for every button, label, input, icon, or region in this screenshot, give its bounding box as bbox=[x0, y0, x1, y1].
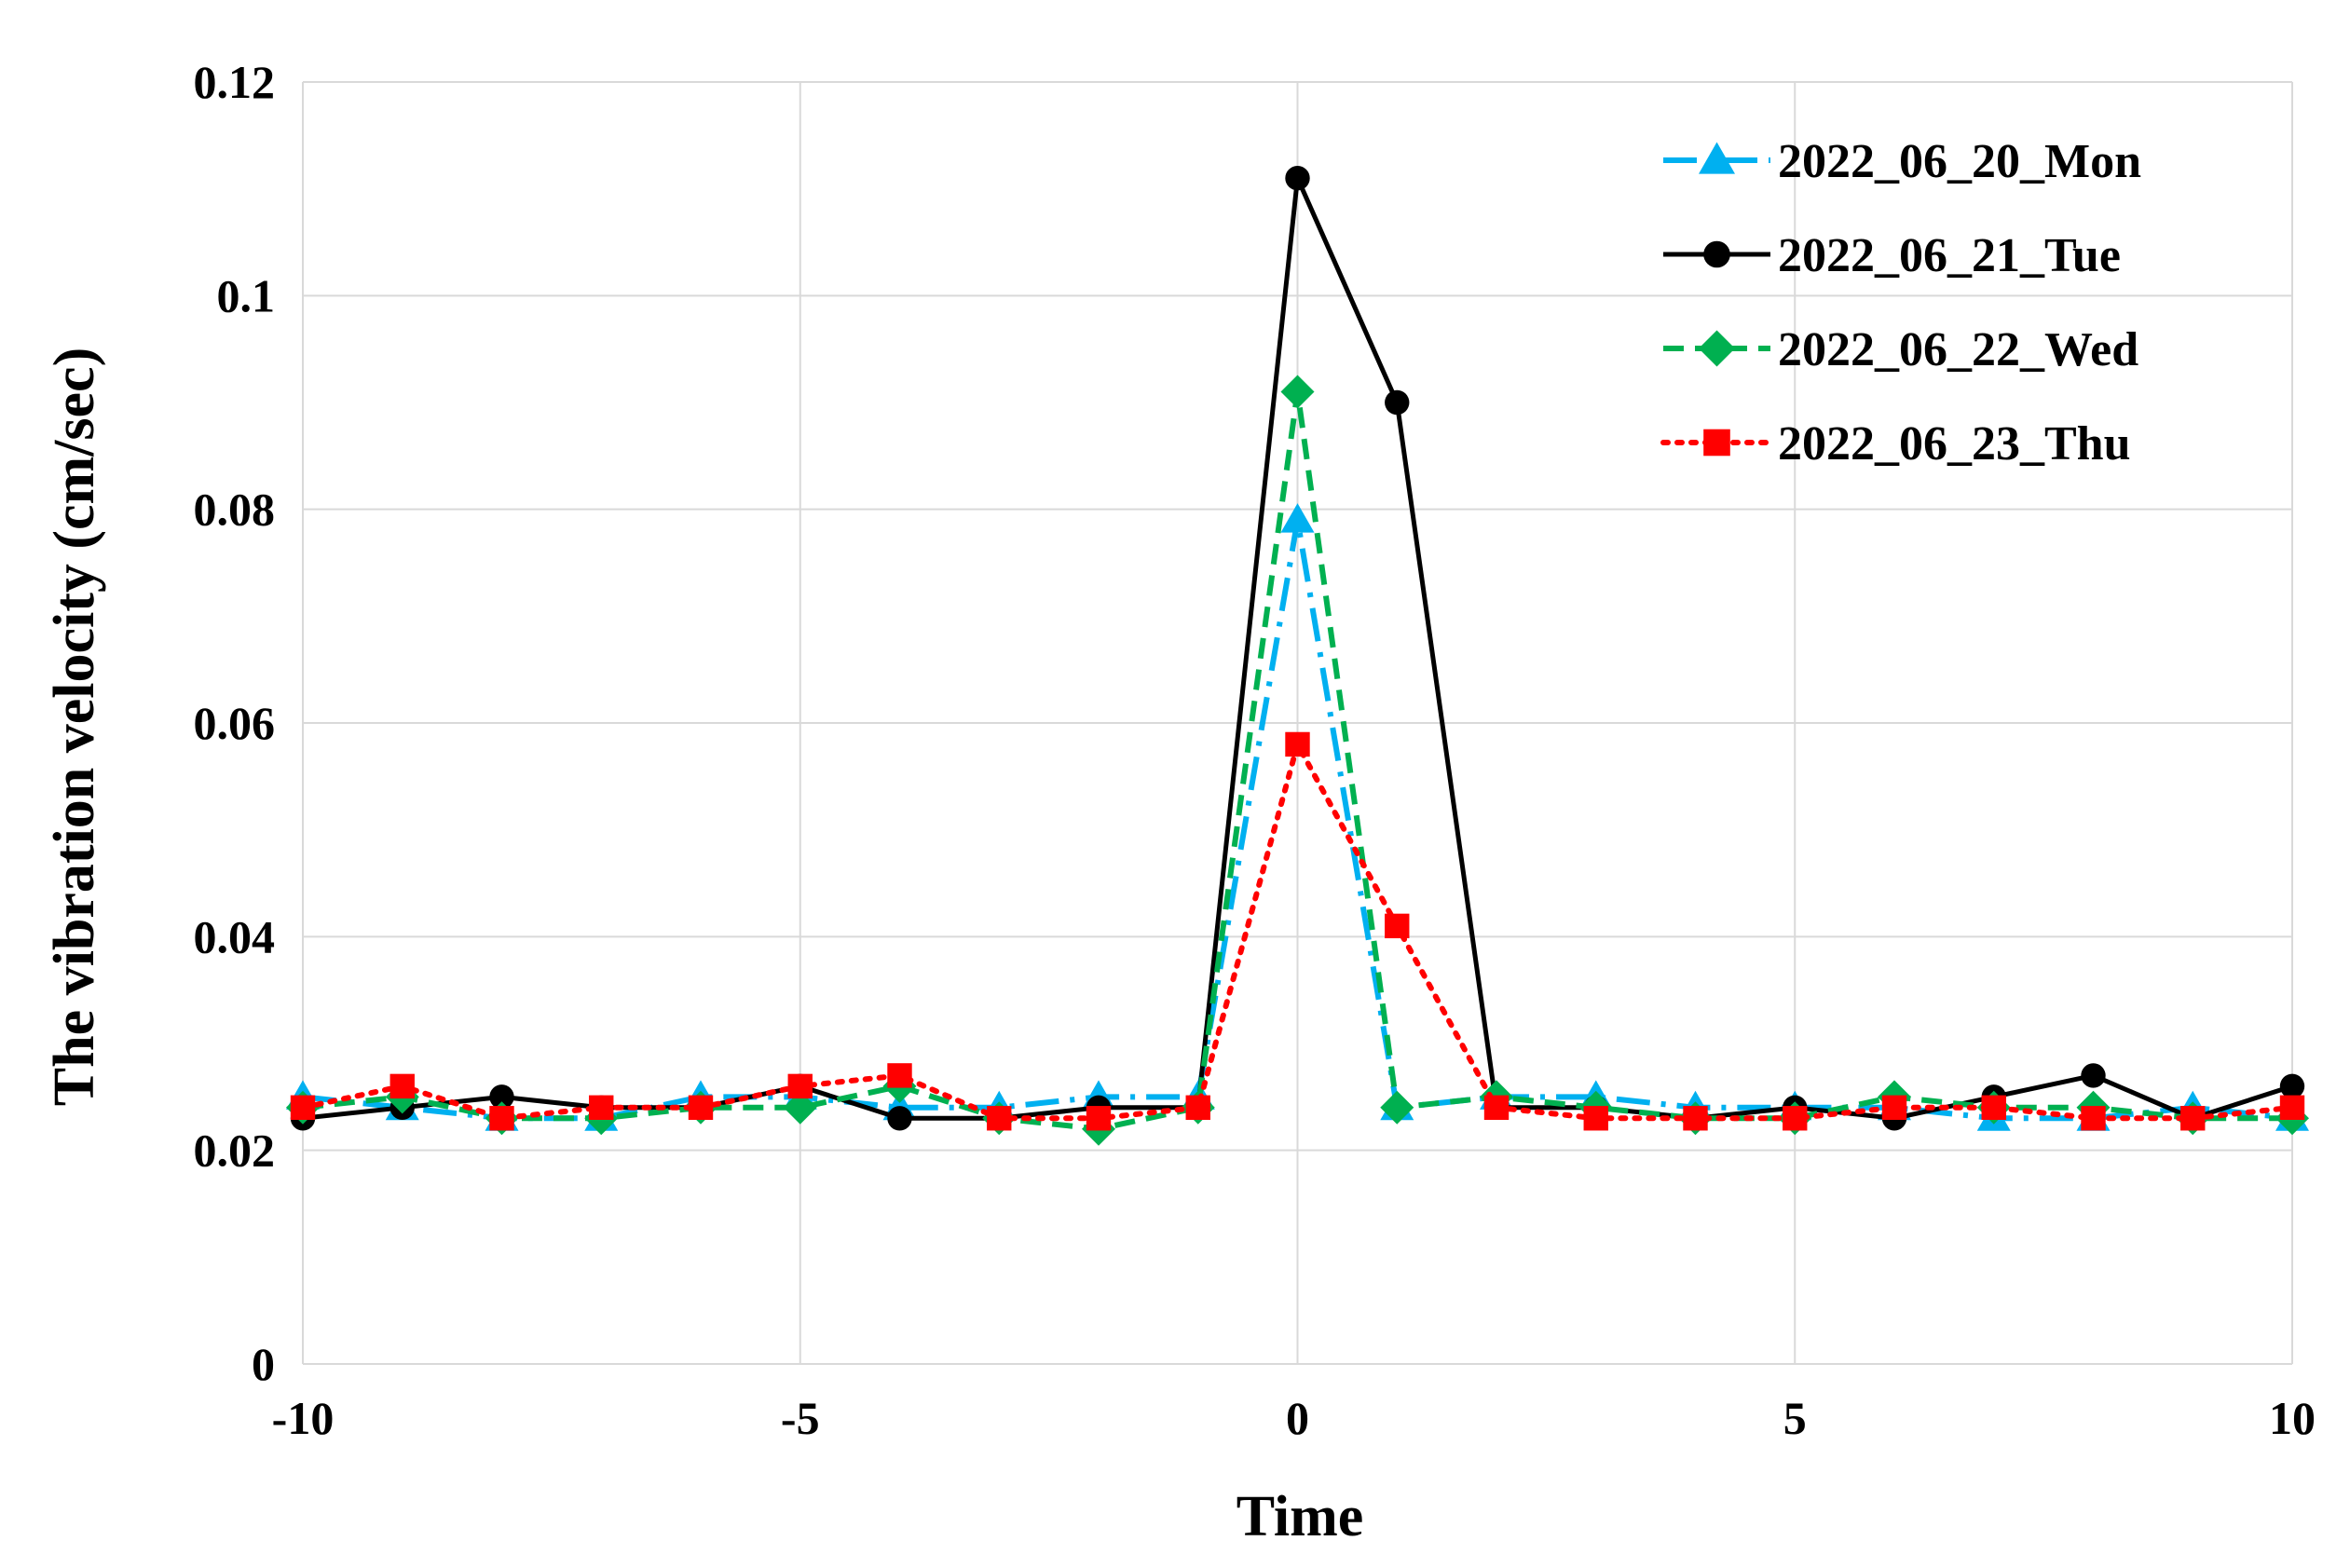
data-point bbox=[1280, 375, 1315, 409]
data-point bbox=[1583, 1106, 1608, 1131]
y-tick-label: 0.04 bbox=[194, 910, 276, 962]
x-axis-title: Time bbox=[1236, 1485, 1364, 1548]
legend-marker bbox=[1699, 142, 1735, 174]
x-tick-label: 0 bbox=[1286, 1392, 1309, 1444]
data-point bbox=[887, 1063, 912, 1088]
data-point bbox=[1280, 503, 1315, 533]
data-point bbox=[489, 1106, 514, 1131]
data-point bbox=[1380, 1090, 1414, 1125]
data-point bbox=[887, 1106, 912, 1131]
legend-label: 2022_06_22_Wed bbox=[1778, 323, 2138, 376]
data-point bbox=[290, 1095, 316, 1120]
y-tick-label: 0.06 bbox=[194, 697, 276, 749]
axes: 0 0.02 0.04 0.06 0.08 0.1 0.12 -10 -5 0 5 10 bbox=[194, 56, 2316, 1444]
data-point bbox=[489, 1084, 514, 1110]
data-point bbox=[1783, 1106, 1808, 1131]
legend-label: 2022_06_20_Mon bbox=[1778, 135, 2141, 188]
data-point bbox=[987, 1106, 1012, 1131]
y-tick-label: 0.1 bbox=[217, 269, 276, 321]
data-point bbox=[1683, 1106, 1708, 1131]
data-point bbox=[1086, 1106, 1112, 1131]
data-point bbox=[783, 1090, 817, 1125]
x-tick-label: -5 bbox=[781, 1392, 820, 1444]
data-point bbox=[1981, 1095, 2006, 1120]
data-point bbox=[1285, 731, 1310, 757]
gridlines bbox=[302, 81, 2293, 1365]
data-point bbox=[389, 1073, 415, 1099]
legend-label: 2022_06_21_Tue bbox=[1778, 229, 2121, 282]
x-tick-label: 5 bbox=[1783, 1392, 1807, 1444]
y-tick-label: 0.02 bbox=[194, 1125, 276, 1177]
data-point bbox=[787, 1073, 813, 1099]
x-tick-label: -10 bbox=[272, 1392, 335, 1444]
legend-label: 2022_06_23_Thu bbox=[1778, 417, 2131, 470]
data-point bbox=[2279, 1095, 2305, 1120]
data-point bbox=[688, 1095, 714, 1120]
series-2022_06_23_Thu bbox=[290, 731, 2305, 1131]
y-tick-label: 0 bbox=[252, 1338, 275, 1390]
y-axis-title: The vibration velocity (cm/sec) bbox=[43, 348, 106, 1106]
data-point bbox=[2180, 1106, 2206, 1131]
x-tick-label: 10 bbox=[2269, 1392, 2316, 1444]
data-point bbox=[2081, 1063, 2106, 1088]
series-group bbox=[286, 166, 2309, 1146]
data-point bbox=[2081, 1106, 2106, 1131]
legend-marker bbox=[1703, 429, 1730, 457]
data-point bbox=[1285, 166, 1310, 191]
data-point bbox=[1385, 389, 1410, 416]
y-tick-label: 0.12 bbox=[194, 56, 276, 108]
legend-marker bbox=[1703, 240, 1730, 268]
legend-marker bbox=[1699, 330, 1735, 367]
data-point bbox=[1185, 1095, 1210, 1120]
data-point bbox=[589, 1095, 614, 1120]
data-point bbox=[1385, 913, 1410, 939]
y-tick-label: 0.08 bbox=[194, 484, 276, 536]
data-point bbox=[1881, 1095, 1907, 1120]
data-point bbox=[1483, 1095, 1510, 1120]
legend: 2022_06_20_Mon 2022_06_21_Tue 2022_06_22_W… bbox=[1660, 135, 2141, 470]
data-point bbox=[2279, 1073, 2305, 1099]
